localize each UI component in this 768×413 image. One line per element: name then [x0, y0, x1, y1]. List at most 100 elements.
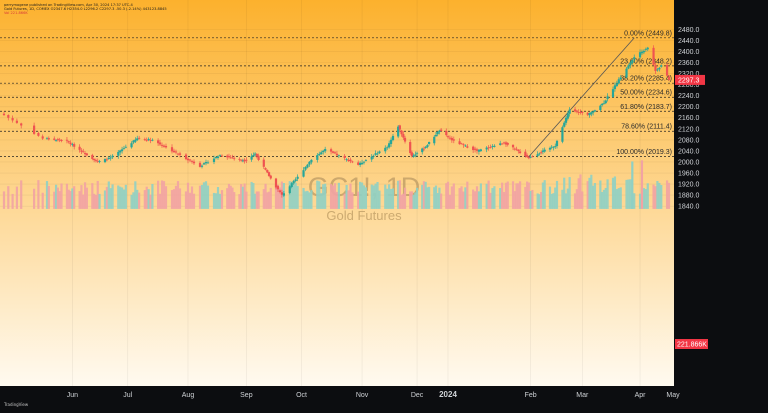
candle-body: [250, 156, 253, 160]
candle-body: [400, 130, 403, 135]
fib-level-label: 50.00% (2234.6): [620, 90, 672, 97]
volume-bar: [58, 191, 61, 209]
volume-bar: [164, 186, 168, 209]
candle-body: [94, 160, 98, 161]
candle-body: [590, 112, 593, 115]
candle-body: [188, 159, 192, 161]
volume-bar: [96, 180, 99, 209]
candle-body: [288, 186, 291, 194]
fib-level-label: 23.60% (2348.2): [620, 58, 672, 65]
x-tick-label: Feb: [525, 392, 537, 399]
candle-body: [190, 160, 194, 162]
volume-bar: [364, 187, 368, 209]
candle-body: [82, 151, 85, 153]
volume-bar: [586, 181, 589, 209]
fib-level-label: 61.80% (2183.7): [620, 104, 672, 111]
candle-body: [357, 162, 360, 165]
candle-body: [386, 147, 389, 149]
volume-bar: [132, 192, 135, 209]
candle-body: [216, 156, 220, 159]
volume-bar: [351, 192, 354, 209]
volume-bar: [296, 186, 299, 209]
fib-level-label: 38.20% (2285.4): [620, 76, 672, 83]
candle-body: [33, 125, 36, 134]
volume-tag: [675, 339, 708, 349]
candle-body: [577, 112, 580, 113]
candle-body: [47, 138, 50, 140]
candle-body: [267, 172, 271, 177]
volume-bar: [151, 183, 154, 209]
candle-body: [527, 156, 530, 159]
y-tick-label: 2000.0: [678, 159, 700, 166]
volume-bar: [94, 194, 98, 209]
volume-bar: [506, 181, 509, 209]
candle-body: [218, 155, 222, 156]
candle-body: [280, 192, 283, 195]
volume-bar: [629, 179, 632, 209]
candle-body: [304, 167, 307, 170]
volume-bar: [631, 161, 634, 209]
candle-body: [143, 139, 146, 140]
volume-bar: [611, 177, 615, 209]
volume-bar: [445, 183, 448, 209]
candle-body: [450, 137, 453, 141]
candle-body: [220, 155, 224, 157]
candle-body: [611, 89, 615, 97]
volume-bar: [638, 193, 642, 209]
candle-body: [658, 67, 661, 70]
candle-body: [266, 170, 269, 173]
candle-body: [170, 147, 174, 152]
candle-body: [644, 49, 647, 50]
volume-bar: [602, 189, 606, 209]
candle-body: [391, 135, 395, 141]
candle-body: [53, 138, 56, 140]
candle-body: [229, 157, 232, 159]
volume-bar: [504, 182, 508, 209]
volume-bar: [563, 177, 566, 209]
candle-body: [372, 155, 375, 157]
candle-body: [427, 142, 431, 144]
volume-bar: [517, 183, 520, 209]
candle-body: [629, 62, 632, 66]
candle-body: [485, 147, 488, 150]
volume-bar: [464, 187, 467, 209]
candle-body: [147, 138, 150, 141]
volume-bar: [543, 180, 546, 209]
candle-body: [414, 154, 417, 156]
candle-body: [351, 161, 354, 163]
volume-bar: [80, 185, 83, 209]
candle-body: [158, 142, 162, 145]
candle-body: [276, 186, 280, 190]
candle-body: [466, 146, 469, 148]
volume-bar: [660, 185, 663, 209]
candle-body: [274, 178, 278, 188]
candle-body: [464, 145, 467, 147]
volume-bar: [421, 184, 424, 209]
candle-body: [531, 156, 534, 158]
candle-body: [398, 125, 401, 130]
candle-body: [502, 142, 506, 144]
candle-body: [378, 151, 381, 154]
volume-bar: [460, 186, 463, 209]
volume-bar: [550, 193, 553, 209]
candle-body: [440, 129, 443, 131]
candle-body: [579, 112, 582, 113]
candle-body: [160, 144, 164, 146]
volume-bar: [33, 188, 36, 209]
volume-bar: [473, 191, 477, 209]
volume-bar: [625, 179, 628, 209]
volume-bar: [252, 183, 255, 209]
candle-body: [69, 142, 72, 145]
volume-bar: [561, 189, 564, 209]
volume-bar: [184, 191, 188, 209]
volume-bar: [190, 186, 194, 209]
candle-body: [654, 65, 657, 71]
volume-bar: [202, 182, 206, 209]
volume-bar: [434, 185, 438, 209]
volume-bar: [82, 194, 85, 209]
fib-trend-line[interactable]: [528, 37, 635, 157]
candle-body: [347, 159, 350, 162]
volume-bar: [227, 183, 231, 209]
volume-bar: [658, 182, 661, 209]
